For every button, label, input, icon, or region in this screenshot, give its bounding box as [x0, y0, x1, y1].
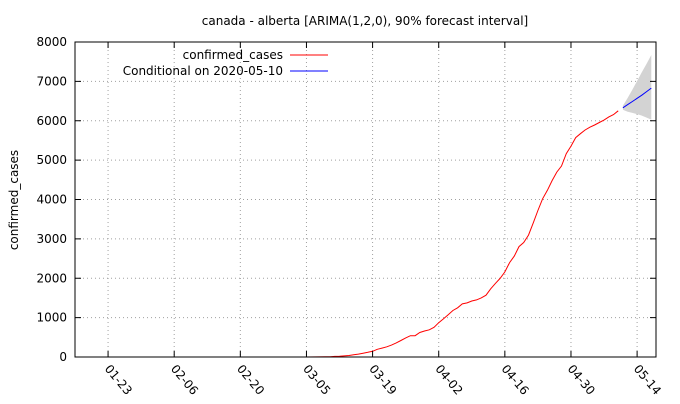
x-tick-label: 02-20: [234, 362, 267, 398]
forecast-interval-band: [622, 55, 652, 120]
y-tick-label: 0: [59, 350, 67, 364]
legend-label: confirmed_cases: [183, 48, 283, 62]
y-tick-label: 8000: [36, 35, 67, 49]
series-line-1: [622, 87, 652, 109]
series-line-0: [306, 110, 619, 358]
x-tick-label: 04-30: [565, 362, 598, 398]
y-tick-label: 7000: [36, 74, 67, 88]
x-axis: 01-23 02-06 02-20 03-05 03-19 04-02 04-16 04-30…: [102, 42, 664, 398]
chart-title: canada - alberta [ARIMA(1,2,0), 90% fore…: [202, 14, 528, 28]
y-tick-label: 4000: [36, 193, 67, 207]
series-lines-layer: [306, 87, 652, 358]
legend-label: Conditional on 2020-05-10: [123, 64, 283, 78]
y-axis: 0 1000 2000 3000 4000 5000 6000 7000 8000: [36, 35, 656, 364]
plot-frame: [74, 41, 657, 358]
y-axis-label: confirmed_cases: [7, 150, 21, 250]
x-tick-label: 03-05: [300, 362, 333, 398]
forecast-interval-layer: [622, 55, 652, 120]
x-tick-label: 03-19: [366, 362, 399, 398]
legend: confirmed_cases Conditional on 2020-05-10: [123, 48, 328, 78]
x-tick-label: 01-23: [102, 362, 135, 398]
x-tick-label: 05-14: [631, 362, 664, 398]
y-tick-label: 1000: [36, 311, 67, 325]
x-tick-label: 04-02: [432, 362, 465, 398]
y-tick-label: 2000: [36, 271, 67, 285]
x-tick-label: 02-06: [168, 362, 201, 398]
y-tick-label: 5000: [36, 153, 67, 167]
y-tick-label: 6000: [36, 114, 67, 128]
y-tick-label: 3000: [36, 232, 67, 246]
x-tick-label: 04-16: [499, 362, 532, 398]
grid-lines: [75, 41, 656, 358]
